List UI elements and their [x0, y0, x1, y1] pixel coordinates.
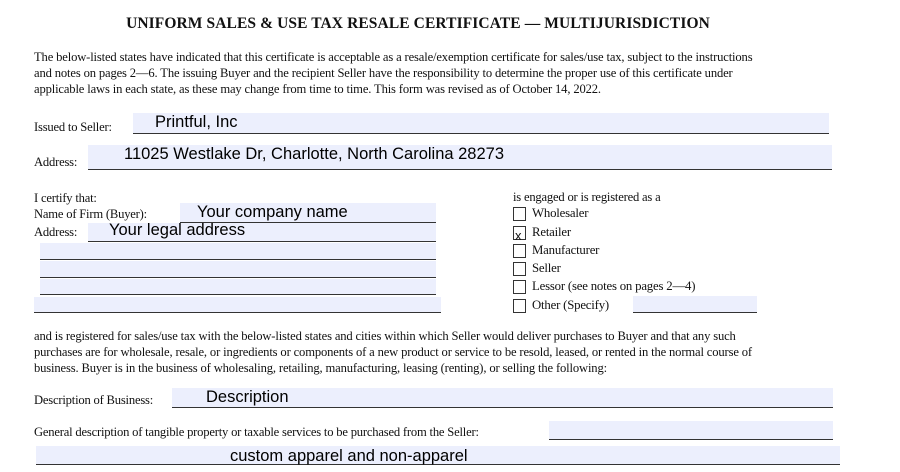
seller-address-value: 11025 Westlake Dr, Charlotte, North Caro…: [124, 145, 505, 163]
wholesaler-label: Wholesaler: [532, 206, 589, 220]
manufacturer-checkbox[interactable]: [513, 244, 526, 258]
seller-checkbox[interactable]: [513, 262, 526, 276]
buyer-address-value: Your legal address: [109, 221, 246, 239]
lessor-checkbox[interactable]: [513, 280, 526, 294]
buyer-address-line-2[interactable]: [40, 243, 436, 260]
lessor-label: Lessor (see notes on pages 2—4): [532, 279, 696, 293]
general-description-label: General description of tangible property…: [34, 425, 479, 439]
business-description-field[interactable]: Description: [172, 388, 833, 408]
buyer-address-line-3[interactable]: [40, 261, 436, 278]
firm-name-value: Your company name: [197, 203, 348, 221]
issued-to-seller-label: Issued to Seller:: [34, 120, 112, 134]
business-description-value: Description: [206, 388, 289, 406]
business-description-label: Description of Business:: [34, 393, 154, 407]
intro-line: applicable laws in each state, as these …: [34, 82, 601, 96]
wholesaler-checkbox[interactable]: [513, 207, 526, 221]
body-line: and is registered for sales/use tax with…: [34, 329, 736, 343]
intro-line: The below-listed states have indicated t…: [34, 50, 753, 64]
manufacturer-label: Manufacturer: [532, 243, 600, 257]
seller-label: Seller: [532, 261, 561, 275]
buyer-address-label: Address:: [34, 225, 78, 239]
issued-to-seller-field[interactable]: Printful, Inc: [133, 113, 829, 134]
intro-line: and notes on pages 2—6. The issuing Buye…: [34, 66, 733, 80]
body-line: purchases are for wholesale, resale, or …: [34, 345, 752, 359]
registered-as-heading: is engaged or is registered as a: [513, 190, 661, 204]
buyer-address-field[interactable]: Your legal address: [88, 221, 436, 242]
firm-name-label: Name of Firm (Buyer):: [34, 207, 147, 221]
checkmark-x-icon: x: [515, 228, 522, 243]
retailer-label: Retailer: [532, 225, 571, 239]
firm-name-field[interactable]: Your company name: [180, 203, 436, 223]
other-specify-field[interactable]: [633, 296, 757, 313]
general-description-field[interactable]: [549, 421, 833, 440]
seller-address-label: Address:: [34, 155, 78, 169]
certify-label: I certify that:: [34, 191, 97, 205]
other-checkbox[interactable]: [513, 299, 526, 313]
form-title: UNIFORM SALES & USE TAX RESALE CERTIFICA…: [126, 15, 710, 32]
other-label: Other (Specify): [532, 298, 609, 312]
issued-to-seller-value: Printful, Inc: [155, 113, 238, 131]
buyer-address-line-4[interactable]: [40, 279, 436, 295]
buyer-address-line-5[interactable]: [34, 297, 441, 313]
seller-address-field[interactable]: 11025 Westlake Dr, Charlotte, North Caro…: [88, 145, 832, 170]
general-description-value: custom apparel and non-apparel: [230, 447, 468, 465]
body-line: business. Buyer is in the business of wh…: [34, 361, 607, 375]
retailer-checkbox[interactable]: x: [513, 226, 526, 243]
general-description-field-line-2[interactable]: custom apparel and non-apparel: [36, 446, 840, 465]
